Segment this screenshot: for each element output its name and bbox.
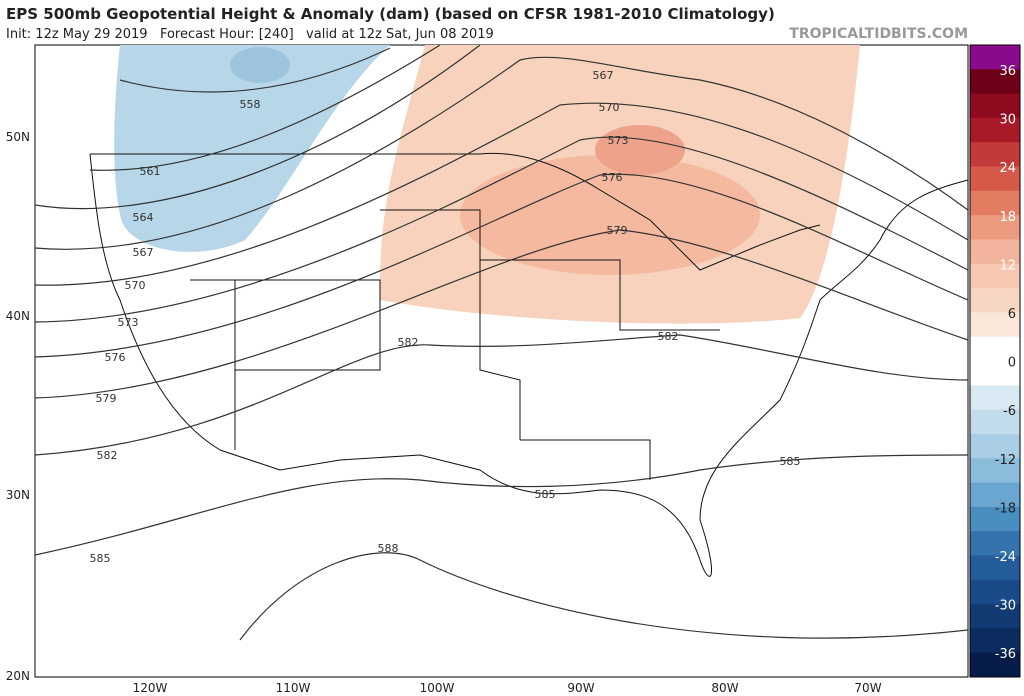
- contour-label: 585: [780, 455, 801, 468]
- title: EPS 500mb Geopotential Height & Anomaly …: [6, 5, 775, 23]
- contour-label: 576: [602, 171, 623, 184]
- colorbar-swatch: [970, 604, 1020, 629]
- colorbar-swatch: [970, 239, 1020, 265]
- contour-label: 573: [608, 134, 629, 147]
- colorbar-swatch: [970, 531, 1020, 556]
- contour-label: 582: [658, 330, 679, 343]
- colorbar-swatch: [970, 458, 1020, 484]
- latitude-label: 20N: [6, 669, 30, 683]
- colorbar-label: 18: [999, 210, 1016, 225]
- colorbar-swatch: [970, 385, 1020, 411]
- colorbar-swatch: [970, 93, 1020, 119]
- colorbar-label: 30: [999, 113, 1016, 128]
- contour: [34, 173, 969, 358]
- latitude-label: 50N: [6, 130, 30, 144]
- colorbar-swatch: [970, 652, 1020, 678]
- colorbar-swatch: [970, 190, 1020, 216]
- colorbar-swatch: [970, 336, 1020, 362]
- colorbar-swatch: [970, 555, 1020, 581]
- contour-label: 561: [140, 165, 161, 178]
- contour: [34, 56, 969, 250]
- contour: [239, 552, 969, 641]
- longitude-label: 70W: [854, 681, 881, 695]
- positive-anomaly-core: [460, 155, 760, 275]
- contour-label: 558: [240, 98, 261, 111]
- longitude-label: 80W: [711, 681, 738, 695]
- colorbar-label: 6: [1008, 307, 1016, 322]
- colorbar-label: -6: [1003, 404, 1016, 419]
- negative-anomaly: [114, 45, 390, 252]
- colorbar-swatch: [970, 361, 1020, 386]
- contour: [34, 454, 969, 556]
- negative-anomaly-max: [230, 47, 290, 83]
- contour-label: 570: [599, 101, 620, 114]
- contour-label: 582: [97, 449, 118, 462]
- colorbar-swatch: [970, 69, 1020, 95]
- colorbar-label: -12: [995, 453, 1016, 468]
- colorbar-label: -30: [995, 599, 1016, 614]
- longitude-label: 90W: [567, 681, 594, 695]
- colorbar-swatch: [970, 215, 1020, 240]
- borders: [89, 152, 969, 577]
- map: [34, 44, 969, 678]
- contour-label: 579: [607, 224, 628, 237]
- contour: [34, 334, 969, 456]
- watermark: TROPICALTIDBITS.COM: [789, 26, 968, 42]
- latitude-label: 40N: [6, 309, 30, 323]
- contours: [34, 44, 969, 641]
- contour-label: 582: [398, 336, 419, 349]
- positive-anomaly-max: [595, 125, 685, 175]
- contour: [119, 47, 391, 93]
- colorbar-swatch: [970, 628, 1020, 654]
- contour: [89, 44, 441, 171]
- contour-label: 570: [125, 279, 146, 292]
- latitude-label: 30N: [6, 488, 30, 502]
- contour-label: 564: [133, 211, 154, 224]
- contour-label: 567: [593, 69, 614, 82]
- contour-label: 567: [133, 246, 154, 259]
- border: [90, 152, 821, 271]
- colorbar-swatch: [970, 288, 1020, 313]
- colorbar-frame: [969, 44, 1021, 678]
- subtitle: Init: 12z May 29 2019 Forecast Hour: [24…: [6, 27, 494, 42]
- contour: [34, 102, 969, 286]
- contour: [34, 44, 481, 210]
- colorbar-label: -18: [995, 501, 1016, 516]
- colorbar-label: -36: [995, 647, 1016, 662]
- contour: [34, 229, 969, 399]
- colorbar-swatch: [970, 166, 1020, 192]
- contour-label: 579: [96, 392, 117, 405]
- colorbar-swatch: [970, 433, 1020, 459]
- colorbar-swatch: [970, 482, 1020, 508]
- contour: [34, 136, 969, 323]
- state-lines: [190, 209, 720, 480]
- colorbar-swatch: [970, 263, 1020, 289]
- colorbar-label: 0: [1008, 356, 1016, 371]
- colorbar-swatch: [970, 117, 1020, 143]
- contour-label: 573: [118, 316, 139, 329]
- contour-label: 585: [90, 552, 111, 565]
- contour-label: 576: [105, 351, 126, 364]
- colorbar-label: 24: [999, 161, 1016, 176]
- colorbar-swatch: [970, 579, 1020, 605]
- colorbar-swatch: [970, 409, 1020, 435]
- colorbar-label: 12: [999, 258, 1016, 273]
- coast: [89, 153, 969, 577]
- colorbar-swatch: [970, 142, 1020, 168]
- longitude-label: 100W: [420, 681, 455, 695]
- contour-label: 588: [378, 542, 399, 555]
- longitude-label: 120W: [133, 681, 168, 695]
- colorbar: 36 30 24 18 12 6 0 -6 -12 -18 -24 -30 -36: [969, 44, 1021, 678]
- colorbar-label: -24: [995, 550, 1016, 565]
- longitude-label: 110W: [276, 681, 311, 695]
- colorbar-swatch: [970, 312, 1020, 338]
- colorbar-swatch: [970, 45, 1020, 70]
- colorbar-swatch: [970, 506, 1020, 532]
- colorbar-label: 36: [999, 64, 1016, 79]
- contour-label: 585: [535, 488, 556, 501]
